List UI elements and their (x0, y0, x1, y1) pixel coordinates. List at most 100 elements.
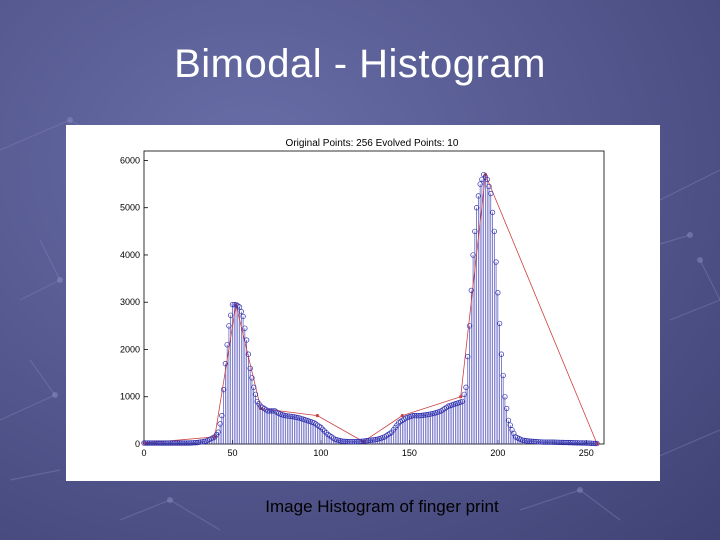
histogram-point (144, 440, 151, 446)
x-tick-label: 250 (579, 448, 594, 458)
histogram-point (415, 412, 421, 419)
histogram-point (173, 440, 179, 446)
evolved-point (595, 441, 599, 446)
histogram-point (465, 353, 471, 360)
histogram-point (360, 438, 367, 444)
histogram-point (473, 205, 480, 211)
histogram-point (537, 439, 543, 445)
histogram-point (534, 438, 540, 445)
evolved-point (315, 414, 319, 418)
plot-frame (143, 150, 605, 445)
histogram-point (479, 176, 485, 183)
x-tick-label: 150 (402, 448, 417, 458)
histogram-point (488, 190, 494, 197)
histogram-point (228, 312, 234, 318)
histogram-point (498, 351, 505, 357)
histogram-point (371, 437, 377, 443)
histogram-point (321, 428, 328, 434)
histogram-point (353, 438, 359, 445)
histogram-point (240, 313, 246, 320)
histogram-point (178, 440, 184, 446)
histogram-point (190, 440, 197, 446)
histogram-point (364, 438, 370, 444)
histogram-point (463, 384, 469, 390)
histogram-point (590, 440, 597, 447)
histogram-point (459, 398, 466, 405)
histogram-point (162, 440, 168, 446)
histogram-point (565, 439, 572, 446)
histogram-point (412, 412, 418, 419)
histogram-point (558, 439, 565, 446)
histogram-chart: Original Points: 256 Evolved Points: 10 … (120, 138, 605, 458)
histogram-point (553, 439, 559, 445)
histogram-point (466, 323, 473, 329)
histogram-point (507, 422, 513, 428)
histogram-markers (141, 171, 600, 447)
histogram-point (169, 440, 175, 446)
histogram-point (564, 439, 570, 446)
histogram-figure: Original Points: 256 Evolved Points: 10 … (66, 125, 660, 481)
histogram-point (573, 440, 579, 446)
histogram-point (528, 438, 535, 444)
histogram-point (581, 440, 588, 446)
histogram-point (560, 439, 566, 446)
histogram-point (569, 440, 575, 446)
histogram-point (574, 440, 581, 446)
histogram-point (496, 320, 503, 327)
evolved-line (143, 174, 598, 444)
histogram-point (166, 440, 172, 446)
y-tick-label: 4000 (120, 250, 140, 260)
histogram-point (199, 439, 206, 445)
histogram-point (491, 228, 497, 234)
histogram-point (171, 440, 177, 446)
histogram-point (180, 440, 186, 446)
histogram-point (346, 438, 352, 445)
histogram-point (541, 439, 547, 445)
histogram-point (562, 439, 568, 446)
chart-title: Original Points: 256 Evolved Points: 10 (286, 138, 459, 149)
histogram-point (151, 440, 158, 446)
histogram-point (247, 365, 253, 372)
x-tick-label: 100 (313, 448, 328, 458)
histogram-point (155, 440, 161, 446)
y-tick-label: 3000 (120, 297, 140, 307)
histogram-point (583, 440, 589, 446)
histogram-point (486, 183, 492, 190)
histogram-point (167, 440, 174, 446)
histogram-point (249, 375, 255, 381)
evolved-point (142, 441, 146, 445)
histogram-point (220, 387, 227, 393)
histogram-point (231, 301, 237, 308)
histogram-point (236, 304, 243, 310)
histogram-point (141, 440, 147, 446)
histogram-point (461, 391, 467, 398)
histogram-point (567, 439, 574, 446)
histogram-point (176, 440, 183, 446)
x-tick-label: 50 (227, 448, 237, 458)
histogram-point (268, 408, 275, 414)
histogram-point (150, 440, 156, 446)
histogram-point (355, 438, 361, 445)
histogram-point (532, 438, 538, 445)
histogram-point (420, 412, 427, 418)
histogram-point (215, 429, 221, 435)
histogram-point (157, 440, 163, 446)
x-tick-label: 200 (490, 448, 505, 458)
histogram-point (143, 440, 149, 446)
histogram-point (489, 209, 496, 216)
histogram-point (226, 323, 232, 329)
histogram-point (544, 439, 551, 445)
evolved-point (459, 395, 463, 399)
histogram-point (229, 301, 236, 308)
histogram-point (548, 439, 554, 445)
histogram-point (472, 228, 478, 234)
histogram-point (146, 440, 152, 446)
histogram-point (219, 412, 225, 419)
histogram-point (341, 438, 347, 444)
histogram-point (594, 440, 600, 447)
histogram-point (588, 440, 595, 446)
histogram-point (470, 252, 476, 258)
histogram-point (369, 437, 375, 443)
histogram-point (422, 412, 428, 418)
y-tick-label: 1000 (120, 392, 140, 402)
